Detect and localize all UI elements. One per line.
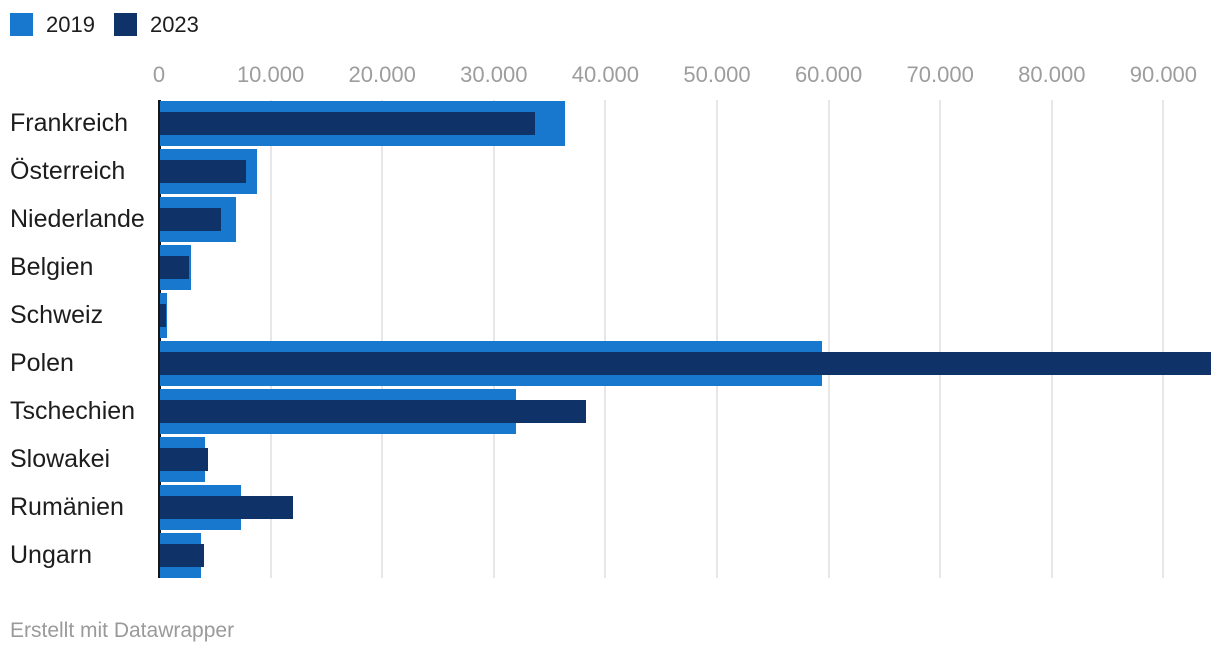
category-label: Rumänien [10,493,124,521]
legend-label-2019: 2019 [46,11,95,37]
bar-2023 [160,496,293,519]
gridline [604,100,607,578]
x-tick-label: 70.000 [906,62,974,87]
bar-2023 [160,352,1211,375]
category-label: Polen [10,349,74,377]
gridline [1162,100,1165,578]
legend-swatch-2023 [113,13,137,36]
axis-zero-line [157,100,161,578]
gridline [1050,100,1053,578]
legend-label-2023: 2023 [149,11,199,37]
x-tick-label: 20.000 [348,62,416,87]
legend-item-2019: 2019 [10,13,95,36]
bar-2023 [160,304,166,327]
bar-2023 [160,544,204,567]
bar-2023 [160,400,586,423]
bar-2023 [160,112,535,135]
x-tick-label: 10.000 [236,62,305,87]
bar-2023 [160,256,189,279]
category-label: Belgien [10,253,94,281]
x-tick-label: 0 [152,62,166,87]
x-tick-label: 90.000 [1129,62,1198,87]
category-label: Niederlande [10,205,145,233]
gridline [827,100,830,578]
category-label: Ungarn [10,541,92,569]
legend: 2019 2023 [10,13,199,36]
category-label: Österreich [10,157,126,185]
category-label: Tschechien [10,397,136,425]
gridline [716,100,718,578]
bar-2023 [160,448,208,471]
x-tick-label: 50.000 [683,62,751,87]
legend-swatch-2019 [10,13,33,36]
x-tick-label: 40.000 [571,62,640,87]
bar-2023 [160,208,221,231]
gridline [269,100,272,578]
bar-2023 [160,160,246,183]
x-tick-label: 30.000 [460,62,528,87]
category-label: Frankreich [10,109,129,137]
x-tick-label: 60.000 [794,62,863,87]
category-label: Slowakei [10,445,111,473]
gridline [381,100,384,578]
gridline [939,100,942,578]
gridline [492,100,495,578]
category-label: Schweiz [10,301,104,329]
attribution-text: Erstellt mit Datawrapper [10,619,235,642]
x-tick-label: 80.000 [1018,62,1086,87]
legend-item-2023: 2023 [113,11,199,37]
